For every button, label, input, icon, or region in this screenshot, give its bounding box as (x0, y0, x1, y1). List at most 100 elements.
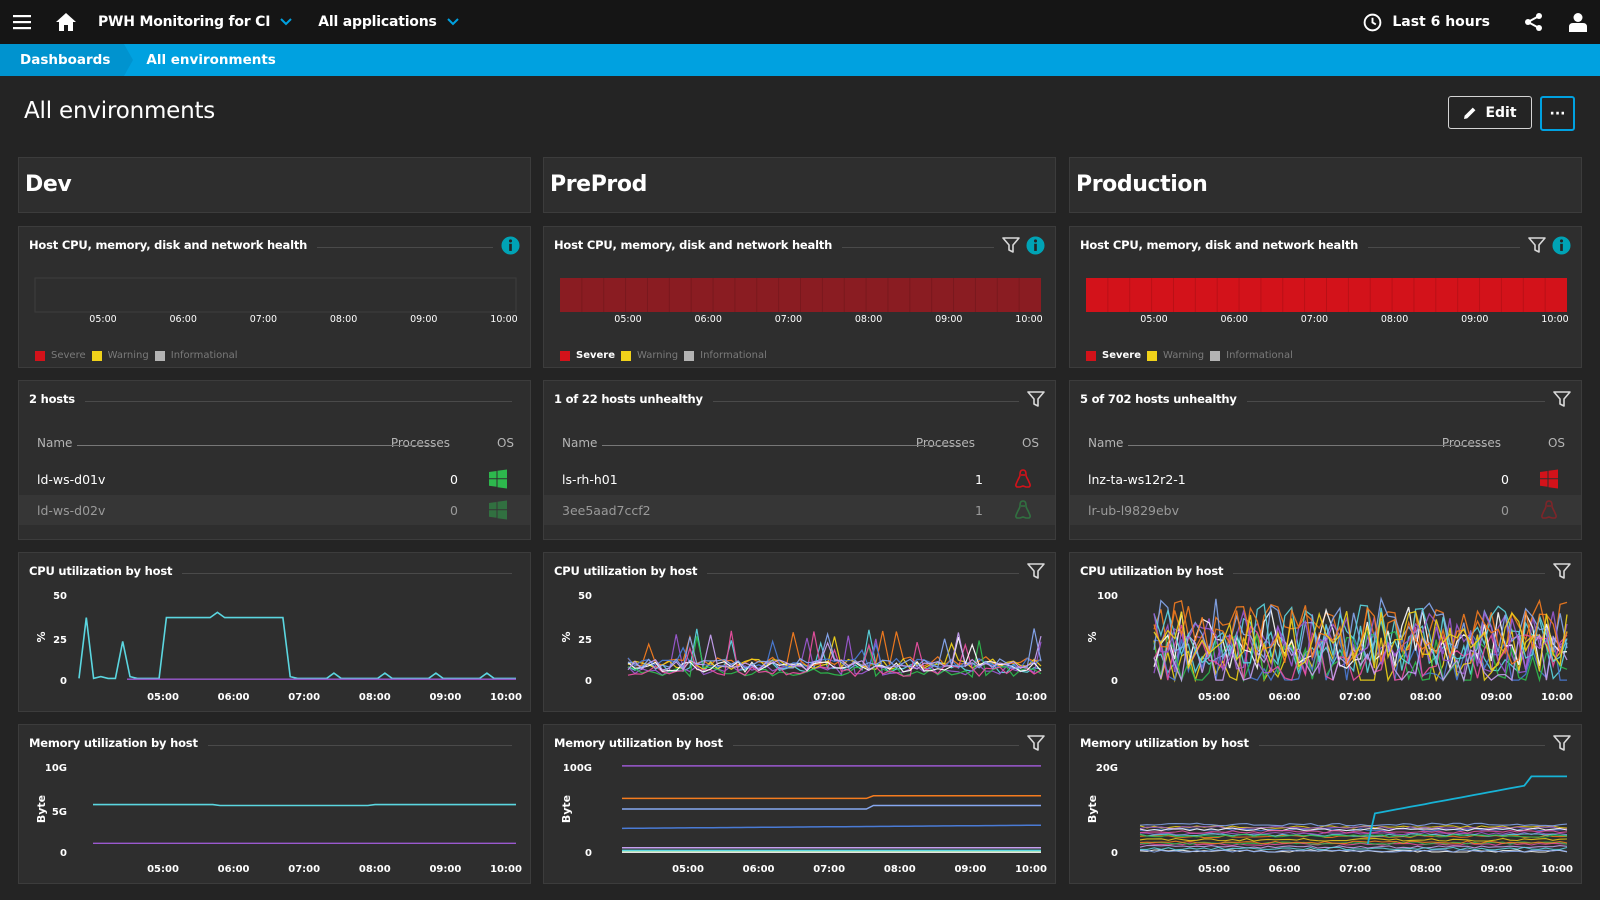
legend-item-informational[interactable]: Informational (1210, 350, 1293, 361)
os-icon-cell (488, 500, 508, 520)
legend-item-informational[interactable]: Informational (684, 350, 767, 361)
table-row[interactable]: lr-ub-l9829ebv 0 (1070, 495, 1581, 525)
column-header-dev[interactable]: Dev (18, 157, 531, 213)
y-tick-label: 10G (45, 763, 67, 774)
column-header-name[interactable]: Name (37, 436, 73, 450)
info-icon[interactable] (501, 235, 520, 255)
host-name[interactable]: ld-ws-d02v (37, 503, 106, 518)
x-tick-label: 06:00 (218, 692, 250, 703)
column-title: Production (1076, 172, 1208, 197)
host-name[interactable]: 3ee5aad7ccf2 (562, 503, 651, 518)
x-tick-label: 05:00 (672, 864, 704, 875)
host-name[interactable]: lr-ub-l9829ebv (1088, 503, 1179, 518)
column-header-os[interactable]: OS (1021, 436, 1039, 450)
filter-icon[interactable] (1002, 236, 1020, 254)
tile-title: 2 hosts (29, 392, 75, 406)
legend-item-severe[interactable]: Severe (35, 350, 86, 361)
filter-icon[interactable] (1027, 734, 1045, 752)
column-header-production[interactable]: Production (1069, 157, 1582, 213)
tile-actions (1002, 235, 1045, 255)
legend-item-severe[interactable]: Severe (1086, 350, 1141, 361)
legend-label: Warning (107, 350, 149, 361)
column-header-name[interactable]: Name (562, 436, 598, 450)
x-tick-label: 06:00 (743, 692, 775, 703)
table-header-rule (602, 445, 959, 446)
column-header-os[interactable]: OS (496, 436, 514, 450)
column-header-processes[interactable]: Processes (1441, 436, 1501, 450)
host-name[interactable]: ld-ws-d01v (37, 472, 106, 487)
host-name[interactable]: ls-rh-h01 (562, 472, 618, 487)
edit-button[interactable]: Edit (1448, 96, 1532, 129)
menu-icon (13, 15, 31, 30)
windows-icon (1540, 469, 1558, 489)
table-row[interactable]: ld-ws-d01v 0 (19, 464, 530, 494)
hosts-table-tile[interactable]: 5 of 702 hosts unhealthy Name Processes OS l… (1069, 380, 1582, 540)
process-count: 1 (975, 503, 983, 518)
table-row[interactable]: ld-ws-d02v 0 (19, 495, 530, 525)
more-options-button[interactable]: ··· (1540, 96, 1575, 131)
hosts-table-tile[interactable]: 2 hosts Name Processes OS ld-ws-d01v 0 ld-ws-d… (18, 380, 531, 540)
column-header-processes[interactable]: Processes (915, 436, 975, 450)
cpu-chart-tile[interactable]: CPU utilization by host% 50 25 0 05:00 06:00 0… (18, 552, 531, 712)
y-tick-label: 50 (578, 591, 592, 602)
tile-actions (1553, 734, 1571, 752)
info-icon[interactable] (1026, 235, 1045, 255)
legend-item-warning[interactable]: Warning (91, 350, 149, 361)
timeframe-selector[interactable]: Last 6 hours (1363, 13, 1490, 32)
health-tile[interactable]: Host CPU, memory, disk and network healt… (18, 226, 531, 368)
filter-icon[interactable] (1553, 734, 1571, 752)
tile-header: Memory utilization by host (1080, 734, 1571, 752)
column-header-name[interactable]: Name (1088, 436, 1124, 450)
x-tick-label: 08:00 (330, 314, 357, 325)
cpu-chart-tile[interactable]: CPU utilization by host% 50 25 0 05:00 06:00 0… (543, 552, 1056, 712)
memory-chart-tile[interactable]: Memory utilization by host Byte 10G 5G 0 05:0… (18, 724, 531, 884)
user-button[interactable] (1556, 0, 1600, 44)
home-button[interactable] (44, 0, 88, 44)
user-icon (1569, 13, 1587, 32)
legend-swatch (35, 350, 45, 361)
series-line (627, 637, 1042, 673)
info-icon[interactable] (1552, 235, 1571, 255)
column-header-os[interactable]: OS (1547, 436, 1565, 450)
health-band (1086, 278, 1567, 312)
host-name[interactable]: lnz-ta-ws12r2-1 (1088, 472, 1186, 487)
column-header-processes[interactable]: Processes (390, 436, 450, 450)
table-row[interactable]: ls-rh-h01 1 (544, 464, 1055, 494)
menu-button[interactable] (0, 0, 44, 44)
filter-icon[interactable] (1553, 562, 1571, 580)
table-row[interactable]: 3ee5aad7ccf2 1 (544, 495, 1055, 525)
column-header-preprod[interactable]: PreProd (543, 157, 1056, 213)
cpu-chart-tile[interactable]: CPU utilization by host% 100 0 05:00 06:00 07… (1069, 552, 1582, 712)
application-filter-dropdown[interactable]: All applications (318, 14, 459, 30)
health-band (34, 277, 517, 313)
legend-item-severe[interactable]: Severe (560, 350, 615, 361)
x-tick-label: 09:00 (1461, 314, 1488, 325)
series-line (1139, 827, 1568, 832)
health-tile[interactable]: Host CPU, memory, disk and network healt… (1069, 226, 1582, 368)
health-timeline: 05:00 06:00 07:00 08:00 09:00 10:00 (1086, 278, 1569, 325)
tile-title: Memory utilization by host (29, 736, 198, 750)
filter-icon[interactable] (1027, 390, 1045, 408)
app-title-dropdown[interactable]: PWH Monitoring for CI (98, 14, 292, 30)
legend-item-informational[interactable]: Informational (154, 350, 238, 361)
hosts-table-tile[interactable]: 1 of 22 hosts unhealthy Name Processes OS ls… (543, 380, 1056, 540)
legend-item-warning[interactable]: Warning (621, 350, 678, 361)
application-filter-label: All applications (318, 14, 437, 30)
share-button[interactable] (1512, 0, 1556, 44)
tile-actions (1027, 390, 1045, 408)
series-line (1139, 837, 1568, 842)
x-tick-label: 10:00 (490, 864, 522, 875)
tile-divider (732, 744, 1019, 746)
legend-item-warning[interactable]: Warning (1147, 350, 1204, 361)
series-line (78, 611, 516, 680)
table-row[interactable]: lnz-ta-ws12r2-1 0 (1070, 464, 1581, 494)
windows-icon (489, 500, 507, 520)
memory-chart-tile[interactable]: Memory utilization by host Byte 100G 0 05:00… (543, 724, 1056, 884)
filter-icon[interactable] (1553, 390, 1571, 408)
breadcrumb-dashboards[interactable]: Dashboards (0, 44, 134, 76)
health-tile[interactable]: Host CPU, memory, disk and network healt… (543, 226, 1056, 368)
health-timeline: 05:00 06:00 07:00 08:00 09:00 10:00 (34, 277, 518, 325)
filter-icon[interactable] (1027, 562, 1045, 580)
filter-icon[interactable] (1528, 236, 1546, 254)
memory-chart-tile[interactable]: Memory utilization by host Byte 20G 0 05:00 0… (1069, 724, 1582, 884)
